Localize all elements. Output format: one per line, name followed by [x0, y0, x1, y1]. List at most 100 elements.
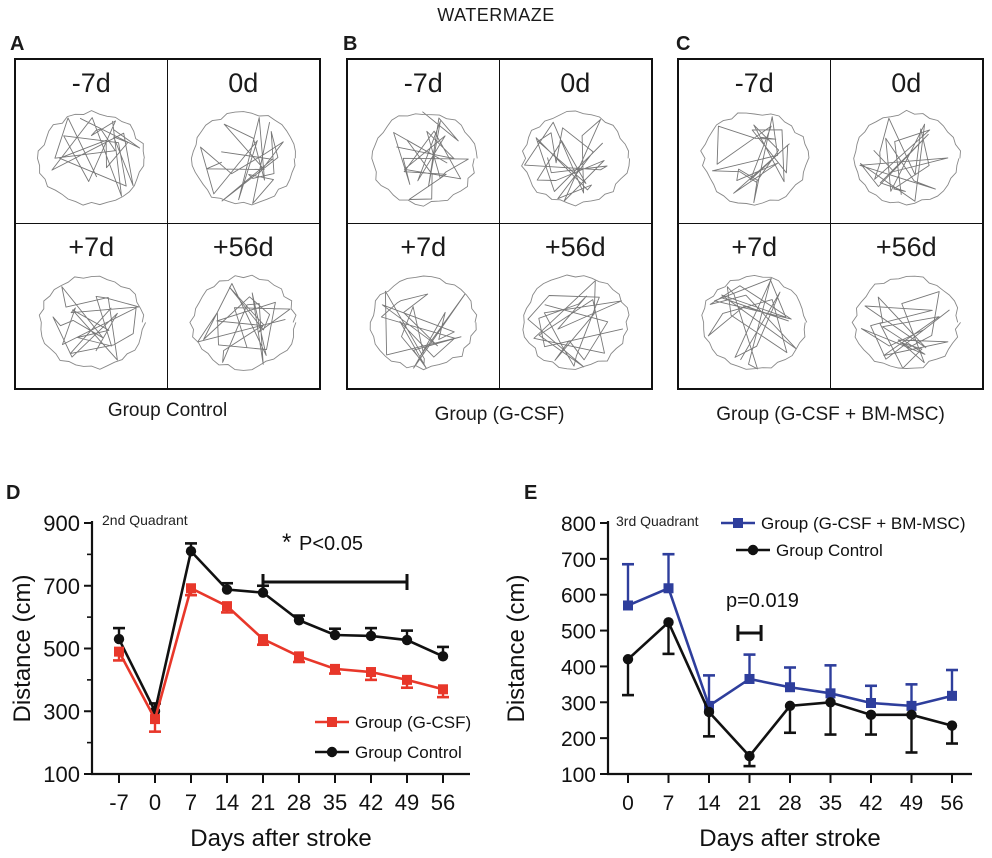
x-axis-label: Days after stroke: [190, 825, 371, 852]
maze-panel-a: -7d 0d +7d +56d: [14, 58, 321, 390]
maze-cell-c-plus56d: +56d: [831, 224, 983, 388]
y-axis-label: Distance (cm): [9, 574, 36, 722]
maze-cell-a-0d: 0d: [167, 60, 319, 224]
x-tick-label: 14: [215, 790, 239, 815]
maze-cell-b-0d: 0d: [499, 60, 651, 224]
swim-path-line: [51, 117, 141, 197]
swim-path-trace: [38, 275, 147, 370]
data-point: [437, 651, 449, 662]
maze-cell-label: +56d: [875, 232, 937, 262]
x-tick-label: 42: [859, 792, 882, 815]
data-point: [744, 750, 755, 762]
chart-e: 100 200 300 400 500 600 700 800 0 7 14 21 28 35 42 49 56…: [503, 513, 972, 852]
maze-cell-a-minus7d: -7d: [16, 60, 168, 224]
swim-path-line: [393, 111, 469, 200]
maze-cell-label: 0d: [891, 68, 922, 98]
legend-marker: [326, 746, 338, 758]
x-tick-label: 35: [323, 790, 347, 815]
maze-cell-label: +7d: [400, 232, 447, 262]
data-point: [663, 583, 674, 594]
maze-cell-c-plus7d: +7d: [679, 224, 831, 388]
swim-path-line: [199, 117, 284, 204]
data-point: [785, 682, 795, 693]
data-point: [258, 634, 268, 645]
legend-label: Group (G-CSF + BM-MSC): [761, 514, 966, 533]
data-point: [257, 587, 269, 598]
y-tick-label: 100: [561, 764, 596, 787]
x-tick-label: 7: [185, 790, 197, 815]
swim-path-outer-loop: [190, 111, 296, 206]
x-tick-label: 56: [431, 790, 455, 815]
data-point: [622, 654, 634, 665]
data-point: [329, 629, 341, 641]
maze-cell-b-minus7d: -7d: [348, 60, 500, 224]
maze-panel-b: -7d 0d +7d +56d: [346, 58, 653, 390]
swim-path-trace: [371, 111, 478, 207]
swim-path-outer-loop: [851, 275, 961, 369]
swim-path-trace: [700, 112, 810, 206]
data-point: [150, 714, 160, 725]
maze-cell-label: +7d: [731, 232, 778, 262]
data-point: [401, 634, 413, 646]
panel-a-letter: A: [10, 33, 25, 55]
panel-d-letter: D: [6, 482, 21, 504]
x-tick-label: 21: [251, 790, 275, 815]
x-tick-label: 49: [395, 790, 419, 815]
x-tick-label: 35: [819, 792, 842, 815]
y-tick-label: 300: [561, 692, 596, 715]
y-tick-label: 300: [43, 699, 80, 724]
data-point: [784, 700, 796, 712]
maze-cell-a-plus7d: +7d: [16, 224, 168, 388]
y-tick-label: 800: [561, 513, 596, 536]
swim-path-trace: [369, 275, 478, 371]
data-point: [946, 720, 958, 731]
data-point: [365, 630, 377, 642]
y-tick-label: 100: [43, 762, 80, 787]
panel-a-caption: Group Control: [107, 400, 228, 421]
maze-cell-b-plus7d: +7d: [348, 224, 500, 388]
x-tick-label: 49: [900, 792, 923, 815]
swim-path-line: [523, 119, 608, 202]
swim-path-line: [196, 283, 290, 365]
data-point: [704, 700, 714, 711]
maze-cell-label: +56d: [544, 232, 606, 262]
maze-cell-b-plus56d: +56d: [500, 224, 652, 388]
x-axis-label: Days after stroke: [699, 825, 880, 852]
maze-panel-c: -7d 0d +7d +56d: [677, 58, 984, 390]
x-tick-label: 21: [738, 792, 761, 815]
swim-path-line: [526, 280, 623, 368]
swim-path-line: [712, 116, 790, 204]
swim-path-trace: [520, 110, 630, 207]
data-point: [866, 698, 876, 709]
swim-path-trace: [701, 274, 808, 370]
swim-path-trace: [521, 274, 629, 370]
maze-cell-label: 0d: [560, 68, 591, 98]
swim-path-line: [860, 291, 950, 369]
maze-cell-label: 0d: [228, 68, 259, 98]
data-point: [186, 583, 196, 594]
swim-path-trace: [190, 111, 296, 206]
x-tick-label: 56: [940, 792, 963, 815]
data-point: [623, 600, 633, 611]
swim-path-outer-loop: [700, 112, 810, 206]
data-point: [744, 673, 755, 684]
maze-cell-c-0d: 0d: [830, 60, 982, 224]
y-tick-label: 900: [43, 511, 80, 536]
x-tick-label: 14: [697, 792, 721, 815]
data-point: [663, 617, 674, 628]
data-point: [113, 633, 125, 645]
legend-marker: [733, 518, 743, 528]
swim-path-trace: [851, 275, 961, 369]
x-tick-label: 0: [622, 792, 634, 815]
swim-path-outer-loop: [188, 274, 297, 371]
swim-path-trace: [852, 109, 961, 206]
y-tick-label: 700: [43, 574, 80, 599]
significance-text: p=0.019: [726, 590, 799, 612]
figure-title: WATERMAZE: [437, 5, 555, 25]
legend-label: Group Control: [776, 541, 883, 560]
panel-c-caption: Group (G-CSF + BM-MSC): [716, 404, 945, 425]
x-tick-label: 42: [359, 790, 383, 815]
swim-path-trace: [188, 274, 297, 371]
swim-path-line: [858, 117, 948, 202]
